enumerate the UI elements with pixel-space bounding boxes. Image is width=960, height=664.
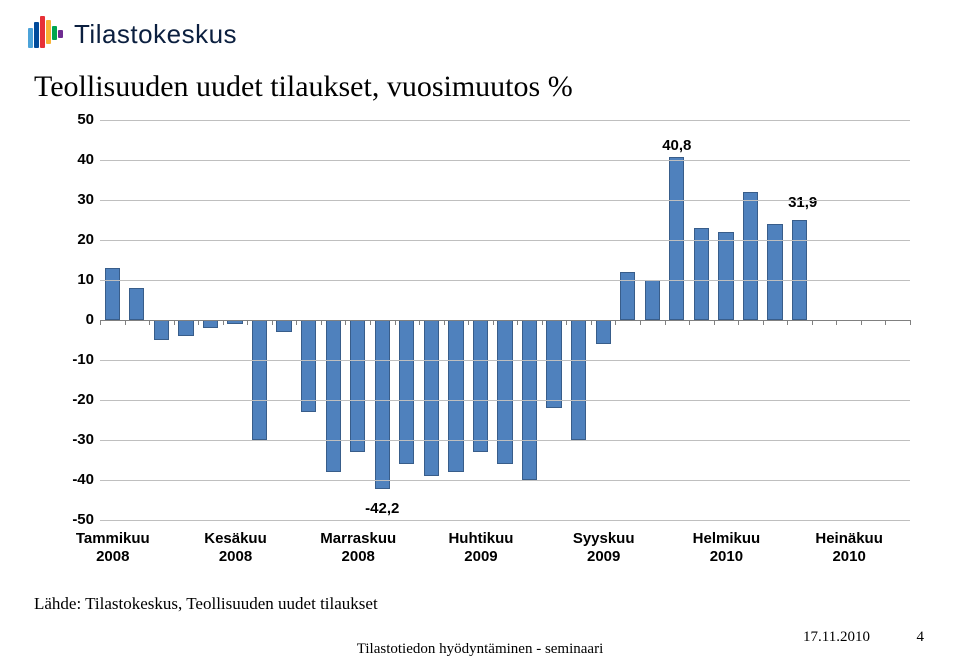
y-tick-label: -50 xyxy=(60,511,94,528)
x-axis-label: Helmikuu2010 xyxy=(679,530,774,566)
x-axis-label: Marraskuu2008 xyxy=(311,530,406,566)
x-axis-label: Huhtikuu2009 xyxy=(433,530,528,566)
bar xyxy=(375,320,390,489)
x-tick xyxy=(910,320,911,325)
x-axis-label: Syyskuu2009 xyxy=(556,530,651,566)
gridline xyxy=(100,200,910,201)
bar xyxy=(203,320,218,328)
bar xyxy=(424,320,439,476)
bar xyxy=(154,320,169,340)
bar xyxy=(448,320,463,472)
gridline xyxy=(100,320,910,321)
bar xyxy=(596,320,611,344)
gridline xyxy=(100,400,910,401)
x-axis-label: Heinäkuu2010 xyxy=(802,530,897,566)
bar xyxy=(105,268,120,320)
y-tick-label: 30 xyxy=(60,191,94,208)
y-tick-label: -40 xyxy=(60,471,94,488)
gridline xyxy=(100,240,910,241)
brand-name: Tilastokeskus xyxy=(74,19,237,50)
gridline xyxy=(100,280,910,281)
bar xyxy=(694,228,709,320)
bar-chart: -42,240,831,9 -50-40-30-20-1001020304050… xyxy=(60,120,910,580)
logo-mark-icon xyxy=(28,16,64,52)
bar xyxy=(350,320,365,452)
gridline xyxy=(100,360,910,361)
bar xyxy=(718,232,733,320)
data-label: 40,8 xyxy=(655,137,699,154)
gridline xyxy=(100,120,910,121)
bar xyxy=(399,320,414,464)
chart-title: Teollisuuden uudet tilaukset, vuosimuuto… xyxy=(34,70,573,104)
y-tick-label: 10 xyxy=(60,271,94,288)
x-axis-label: Tammikuu2008 xyxy=(65,530,160,566)
y-tick-label: 40 xyxy=(60,151,94,168)
bar xyxy=(767,224,782,320)
bar xyxy=(497,320,512,464)
bar xyxy=(178,320,193,336)
bar xyxy=(301,320,316,412)
gridline xyxy=(100,480,910,481)
y-tick-label: -10 xyxy=(60,351,94,368)
y-tick-label: 20 xyxy=(60,231,94,248)
bar xyxy=(743,192,758,320)
gridline xyxy=(100,440,910,441)
bar xyxy=(473,320,488,452)
bar xyxy=(129,288,144,320)
bar xyxy=(645,280,660,320)
y-tick-label: 0 xyxy=(60,311,94,328)
brand-logo: Tilastokeskus xyxy=(28,16,237,52)
data-label: 31,9 xyxy=(788,194,817,211)
y-tick-label: -20 xyxy=(60,391,94,408)
bar xyxy=(571,320,586,440)
footer-center: Tilastotiedon hyödyntäminen - seminaari xyxy=(350,641,610,658)
bar xyxy=(669,157,684,320)
y-tick-label: -30 xyxy=(60,431,94,448)
bar xyxy=(792,220,807,320)
bar xyxy=(546,320,561,408)
x-axis-label: Kesäkuu2008 xyxy=(188,530,283,566)
gridline xyxy=(100,160,910,161)
footer-page: 4 xyxy=(917,629,925,646)
bar xyxy=(326,320,341,472)
data-label: -42,2 xyxy=(356,500,408,517)
bar xyxy=(252,320,267,440)
footer-date: 17.11.2010 xyxy=(803,629,870,646)
source-text: Lähde: Tilastokeskus, Teollisuuden uudet… xyxy=(34,594,378,614)
y-tick-label: 50 xyxy=(60,111,94,128)
gridline xyxy=(100,520,910,521)
bar xyxy=(276,320,291,332)
